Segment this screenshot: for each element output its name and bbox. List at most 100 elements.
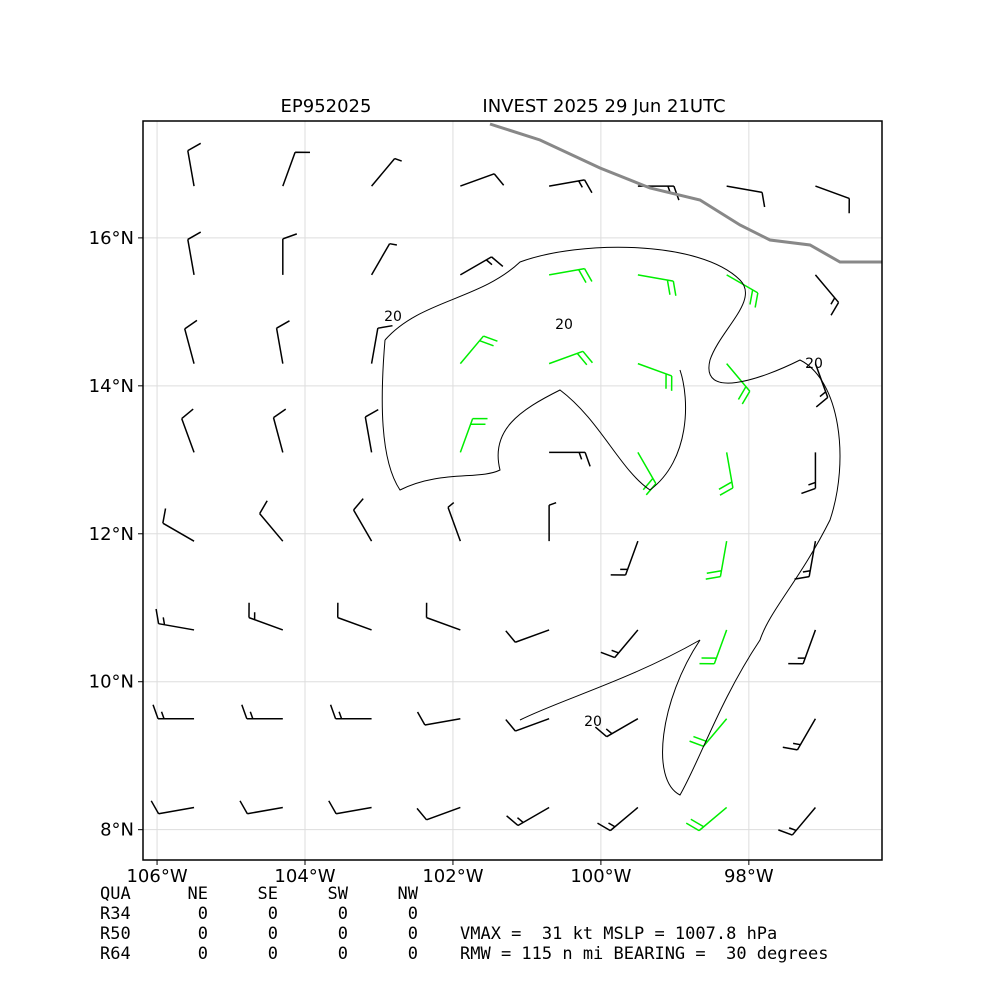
wind-barb bbox=[637, 452, 657, 496]
wind-barb bbox=[241, 704, 283, 720]
wind-barb bbox=[416, 806, 461, 821]
wind-barb bbox=[600, 629, 639, 659]
wind-barb bbox=[187, 231, 202, 275]
wind-barb bbox=[637, 362, 673, 391]
wind-barb bbox=[459, 417, 488, 453]
wind-barb bbox=[801, 452, 817, 495]
table-cell: 0 bbox=[408, 944, 418, 964]
table-cell: 0 bbox=[198, 924, 208, 944]
wind-barb bbox=[689, 718, 728, 747]
wind-barb bbox=[548, 501, 557, 542]
table-cell: 0 bbox=[338, 904, 348, 924]
wind-barb bbox=[184, 319, 198, 364]
contour-label: 20 bbox=[384, 309, 402, 325]
wind-barb bbox=[794, 541, 817, 580]
wind-barb bbox=[425, 602, 461, 631]
wind-barb bbox=[282, 233, 298, 275]
table-cell: R50 bbox=[100, 924, 131, 944]
wind-barb bbox=[416, 711, 461, 726]
table-cell: SW bbox=[328, 884, 349, 904]
wind-barb bbox=[814, 274, 840, 316]
coastline bbox=[489, 122, 882, 264]
wind-barb bbox=[447, 502, 462, 542]
info-line: VMAX = 31 kt MSLP = 1007.8 hPa bbox=[460, 924, 777, 944]
wind-barb bbox=[726, 185, 766, 208]
wind-barb bbox=[275, 320, 290, 364]
wind-barb bbox=[637, 274, 677, 296]
x-tick-label: 98°W bbox=[724, 866, 774, 887]
wind-barb bbox=[370, 242, 398, 276]
table-cell: 0 bbox=[198, 944, 208, 964]
wind-barb bbox=[505, 718, 550, 732]
wind-barb bbox=[778, 806, 816, 836]
wind-barb bbox=[505, 629, 550, 643]
y-tick-label: 12°N bbox=[89, 524, 134, 545]
wind-barb bbox=[459, 256, 504, 276]
table-cell: 0 bbox=[338, 944, 348, 964]
wind-barb bbox=[548, 179, 593, 194]
title-left: EP952025 bbox=[281, 96, 372, 117]
wind-barb bbox=[548, 267, 593, 283]
y-tick-label: 14°N bbox=[89, 376, 134, 397]
wind-barb bbox=[782, 718, 817, 751]
table-cell: QUA bbox=[100, 884, 131, 904]
wind-barb bbox=[718, 452, 734, 496]
x-tick-label: 104°W bbox=[274, 866, 335, 887]
y-tick-label: 16°N bbox=[89, 228, 134, 249]
wind-barb bbox=[150, 800, 195, 815]
table-cell: NE bbox=[188, 884, 208, 904]
wind-barb bbox=[594, 718, 639, 738]
table-cell: 0 bbox=[408, 924, 418, 944]
wind-barb bbox=[282, 151, 310, 187]
contour-20 bbox=[384, 246, 841, 796]
table-cell: SE bbox=[258, 884, 278, 904]
contour-label: 20 bbox=[555, 317, 573, 333]
contour-label: 20 bbox=[805, 356, 823, 372]
wind-barb bbox=[459, 335, 498, 365]
wind-barb bbox=[370, 324, 393, 364]
wind-barb bbox=[152, 704, 195, 720]
wind-barb bbox=[239, 800, 283, 815]
map: 106°W 104°W 102°W 100°W 98°W 8°N 10°N 12°N 14°N 1… bbox=[89, 121, 882, 887]
contour-20-inner bbox=[381, 339, 687, 491]
table-cell: 0 bbox=[338, 924, 348, 944]
table-cell: 0 bbox=[198, 904, 208, 924]
wind-barb bbox=[597, 806, 639, 832]
wind-barb bbox=[328, 800, 372, 815]
table-cell: 0 bbox=[268, 924, 278, 944]
wind-barb bbox=[460, 173, 505, 187]
wind-barb bbox=[364, 408, 379, 453]
wind-barb bbox=[155, 608, 195, 631]
title-right: INVEST 2025 29 Jun 21UTC bbox=[482, 96, 725, 117]
table-cell: 0 bbox=[408, 904, 418, 924]
wind-barb bbox=[352, 498, 373, 542]
wind-barb bbox=[187, 142, 202, 187]
wind-barb bbox=[815, 185, 851, 214]
table-cell: 0 bbox=[268, 904, 278, 924]
wind-barb bbox=[726, 274, 759, 308]
wind-barb bbox=[685, 806, 728, 832]
wind-barb bbox=[259, 500, 284, 542]
info-line: RMW = 115 n mi BEARING = 30 degrees bbox=[460, 944, 828, 964]
table-cell: 0 bbox=[268, 944, 278, 964]
y-tick-label: 8°N bbox=[100, 820, 134, 841]
x-tick-label: 106°W bbox=[126, 866, 187, 887]
wind-barb bbox=[248, 602, 284, 631]
wind-barb bbox=[162, 508, 195, 542]
wind-barb bbox=[506, 806, 550, 827]
wind-barb bbox=[548, 350, 594, 366]
contour-label: 20 bbox=[584, 714, 602, 730]
wind-barb bbox=[610, 540, 639, 576]
wind-barb bbox=[726, 363, 751, 405]
map-frame bbox=[142, 120, 883, 861]
table-cell: NW bbox=[398, 884, 419, 904]
wind-barb bbox=[549, 451, 591, 467]
wind-barb bbox=[329, 704, 372, 720]
table-cell: R34 bbox=[100, 904, 131, 924]
table-cell: R64 bbox=[100, 944, 131, 964]
wind-barb bbox=[788, 629, 817, 665]
x-tick-label: 102°W bbox=[422, 866, 483, 887]
wind-barb bbox=[272, 408, 287, 453]
